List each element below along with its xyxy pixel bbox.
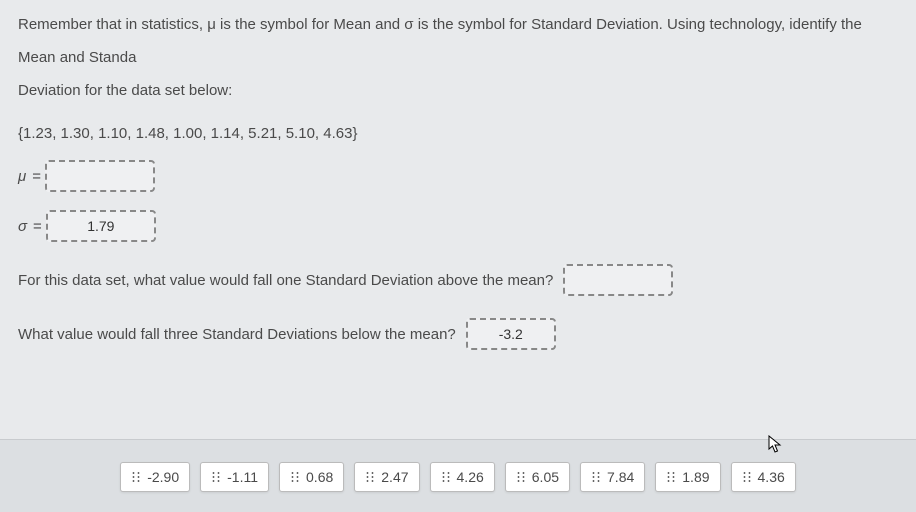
answer-tile-label: -2.90: [147, 469, 179, 485]
below-prompt-row: What value would fall three Standard Dev…: [0, 296, 916, 350]
drag-grip-icon: [742, 471, 752, 483]
above-drop-zone[interactable]: [563, 264, 673, 296]
mu-drop-zone[interactable]: [45, 160, 155, 192]
intro-line-1: Remember that in statistics, μ is the sy…: [18, 16, 862, 66]
drag-grip-icon: [290, 471, 300, 483]
equals-sign: =: [32, 168, 41, 185]
answer-tile-label: 6.05: [532, 469, 559, 485]
answer-tile-label: 0.68: [306, 469, 333, 485]
below-drop-zone[interactable]: -3.2: [466, 318, 556, 350]
mu-symbol: μ: [18, 168, 26, 185]
sigma-symbol: σ: [18, 218, 27, 235]
answer-tile-label: 1.89: [682, 469, 709, 485]
answer-tile[interactable]: -1.11: [200, 462, 269, 492]
above-prompt-row: For this data set, what value would fall…: [0, 242, 916, 296]
drag-grip-icon: [516, 471, 526, 483]
answer-tile[interactable]: 1.89: [655, 462, 720, 492]
answer-tile[interactable]: 6.05: [505, 462, 570, 492]
answer-tile[interactable]: -2.90: [120, 462, 190, 492]
answer-bank: -2.90 -1.11 0.68 2.47 4.26 6.05 7.84 1.89 4.36: [0, 462, 916, 492]
above-prompt-text: For this data set, what value would fall…: [18, 272, 553, 289]
answer-tile[interactable]: 4.26: [430, 462, 495, 492]
answer-tile-label: -1.11: [227, 469, 258, 485]
drag-grip-icon: [211, 471, 221, 483]
drag-grip-icon: [131, 471, 141, 483]
question-intro: Remember that in statistics, μ is the sy…: [0, 0, 916, 107]
answer-tile-label: 2.47: [381, 469, 408, 485]
answer-tile[interactable]: 2.47: [354, 462, 419, 492]
drag-grip-icon: [365, 471, 375, 483]
answer-tile[interactable]: 7.84: [580, 462, 645, 492]
data-set-text: {1.23, 1.30, 1.10, 1.48, 1.00, 1.14, 5.2…: [0, 107, 916, 142]
intro-line-2: Deviation for the data set below:: [18, 82, 232, 99]
equals-sign: =: [33, 218, 42, 235]
sigma-row: σ = 1.79: [0, 192, 916, 242]
mu-row: μ =: [0, 142, 916, 192]
answer-tile-label: 4.36: [758, 469, 785, 485]
answer-bank-container: -2.90 -1.11 0.68 2.47 4.26 6.05 7.84 1.89 4.36: [0, 439, 916, 512]
below-prompt-text: What value would fall three Standard Dev…: [18, 326, 456, 343]
answer-tile[interactable]: 0.68: [279, 462, 344, 492]
drag-grip-icon: [591, 471, 601, 483]
answer-tile-label: 7.84: [607, 469, 634, 485]
sigma-drop-zone[interactable]: 1.79: [46, 210, 156, 242]
drag-grip-icon: [666, 471, 676, 483]
answer-tile-label: 4.26: [457, 469, 484, 485]
drag-grip-icon: [441, 471, 451, 483]
answer-tile[interactable]: 4.36: [731, 462, 796, 492]
